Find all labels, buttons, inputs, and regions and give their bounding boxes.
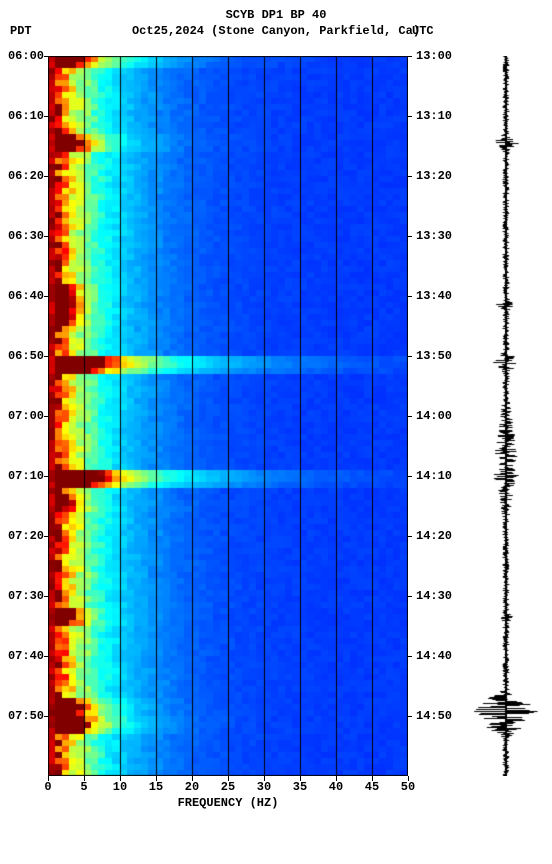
ytick-mark xyxy=(44,656,48,657)
ytick-right: 14:00 xyxy=(416,409,452,423)
xtick-label: 45 xyxy=(365,780,379,794)
ytick-right: 13:30 xyxy=(416,229,452,243)
waveform xyxy=(470,56,542,776)
ytick-left: 06:40 xyxy=(8,289,44,303)
xtick-label: 25 xyxy=(221,780,235,794)
title-line1: SCYB DP1 BP 40 xyxy=(0,8,552,22)
ytick-left: 07:00 xyxy=(8,409,44,423)
xtick-label: 5 xyxy=(80,780,87,794)
ytick-left: 07:50 xyxy=(8,709,44,723)
ytick-mark xyxy=(44,416,48,417)
xtick-label: 50 xyxy=(401,780,415,794)
ytick-right: 14:40 xyxy=(416,649,452,663)
ytick-mark xyxy=(408,536,412,537)
ytick-left: 06:00 xyxy=(8,49,44,63)
spectrogram xyxy=(48,56,408,776)
ytick-mark xyxy=(408,236,412,237)
ytick-right: 14:50 xyxy=(416,709,452,723)
ytick-mark xyxy=(408,116,412,117)
timezone-right: UTC xyxy=(412,24,434,38)
xtick-label: 15 xyxy=(149,780,163,794)
ytick-right: 13:50 xyxy=(416,349,452,363)
ytick-left: 07:40 xyxy=(8,649,44,663)
ytick-left: 06:20 xyxy=(8,169,44,183)
xtick-label: 0 xyxy=(44,780,51,794)
ytick-mark xyxy=(408,296,412,297)
waveform-canvas xyxy=(470,56,542,776)
ytick-mark xyxy=(408,416,412,417)
title-line2: Oct25,2024 (Stone Canyon, Parkfield, Ca) xyxy=(0,24,552,38)
ytick-mark xyxy=(408,356,412,357)
ytick-right: 13:10 xyxy=(416,109,452,123)
ytick-mark xyxy=(44,116,48,117)
ytick-mark xyxy=(408,596,412,597)
spectrogram-canvas xyxy=(48,56,408,776)
ytick-left: 07:10 xyxy=(8,469,44,483)
ytick-mark xyxy=(408,56,412,57)
ytick-left: 07:30 xyxy=(8,589,44,603)
ytick-right: 14:20 xyxy=(416,529,452,543)
x-axis-label: FREQUENCY (HZ) xyxy=(48,796,408,810)
ytick-mark xyxy=(44,716,48,717)
ytick-mark xyxy=(408,656,412,657)
xtick-label: 35 xyxy=(293,780,307,794)
xtick-label: 40 xyxy=(329,780,343,794)
ytick-right: 13:40 xyxy=(416,289,452,303)
ytick-mark xyxy=(44,176,48,177)
ytick-mark xyxy=(408,476,412,477)
xtick-label: 30 xyxy=(257,780,271,794)
ytick-mark xyxy=(408,716,412,717)
ytick-mark xyxy=(44,56,48,57)
ytick-right: 13:00 xyxy=(416,49,452,63)
xtick-label: 20 xyxy=(185,780,199,794)
ytick-left: 06:30 xyxy=(8,229,44,243)
ytick-mark xyxy=(44,236,48,237)
ytick-left: 07:20 xyxy=(8,529,44,543)
ytick-mark xyxy=(44,476,48,477)
ytick-right: 13:20 xyxy=(416,169,452,183)
ytick-left: 06:50 xyxy=(8,349,44,363)
ytick-right: 14:30 xyxy=(416,589,452,603)
ytick-mark xyxy=(44,296,48,297)
ytick-mark xyxy=(408,176,412,177)
ytick-right: 14:10 xyxy=(416,469,452,483)
timezone-left: PDT xyxy=(10,24,32,38)
ytick-mark xyxy=(44,356,48,357)
ytick-left: 06:10 xyxy=(8,109,44,123)
xtick-label: 10 xyxy=(113,780,127,794)
ytick-mark xyxy=(44,536,48,537)
ytick-mark xyxy=(44,596,48,597)
